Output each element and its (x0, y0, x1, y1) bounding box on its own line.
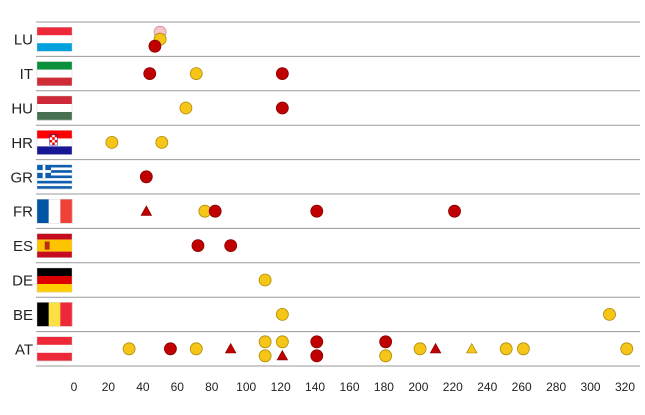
data-point (310, 204, 324, 218)
x-tick-label: 0 (71, 380, 78, 394)
data-point (258, 273, 272, 287)
luxembourg-flag-icon (36, 27, 73, 52)
data-point (310, 335, 324, 349)
x-tick-label: 60 (171, 380, 185, 394)
data-point (517, 342, 530, 356)
x-tick-label: 200 (408, 380, 428, 394)
france-flag-icon (36, 198, 73, 224)
rows-layer: LU IT HU HR GR FR ES DE BE AT (11, 21, 640, 367)
data-point (155, 135, 169, 149)
data-point (189, 342, 203, 356)
x-tick-label: 320 (615, 380, 635, 394)
x-tick-label: 300 (581, 380, 601, 394)
data-point (208, 204, 222, 218)
x-tick-label: 240 (477, 380, 497, 394)
x-tick-label: 260 (512, 380, 532, 394)
row-label-hu: HU (11, 101, 33, 118)
data-point (258, 349, 272, 363)
x-tick-label: 160 (339, 380, 359, 394)
x-tick-label: 40 (136, 380, 150, 394)
data-point (379, 335, 393, 349)
x-tick-label: 220 (443, 380, 463, 394)
data-point (499, 342, 513, 356)
belgium-flag-icon (36, 302, 73, 327)
row-label-at: AT (15, 341, 33, 358)
row-label-lu: LU (14, 32, 33, 49)
row-label-gr: GR (11, 169, 34, 186)
x-tick-label: 140 (305, 380, 325, 394)
data-point (191, 239, 205, 253)
data-point (164, 342, 177, 356)
croatia-flag-icon (36, 130, 73, 155)
x-tick-label: 280 (546, 380, 566, 394)
data-point (275, 335, 289, 349)
data-point (148, 39, 162, 53)
data-point (275, 67, 289, 80)
row-label-be: BE (13, 307, 33, 324)
data-point (275, 101, 289, 115)
x-tick-label: 80 (205, 380, 219, 394)
x-axis: 0 20 40 60 80 100 120 140 160 180 200 220 240 260 280 3… (71, 380, 636, 394)
data-point (258, 335, 272, 349)
x-tick-label: 180 (374, 380, 394, 394)
spain-flag-icon (36, 233, 73, 258)
data-point (122, 342, 136, 356)
data-point-triangle (224, 342, 237, 354)
data-point (139, 170, 153, 184)
italy-flag-icon (36, 61, 73, 86)
x-tick-label: 20 (102, 380, 116, 394)
data-point (105, 135, 119, 149)
data-point-triangle (276, 349, 289, 361)
hungary-flag-icon (36, 95, 73, 121)
row-label-es: ES (13, 238, 33, 255)
x-tick-label: 120 (271, 380, 291, 394)
data-point (224, 239, 238, 253)
row-label-fr: FR (13, 204, 33, 221)
data-point (143, 67, 157, 80)
data-point (179, 101, 193, 115)
data-point (620, 342, 634, 356)
germany-flag-icon (36, 267, 73, 293)
greece-flag-icon (36, 164, 73, 190)
data-point (189, 67, 203, 80)
data-point (448, 204, 461, 218)
data-point (603, 307, 616, 321)
data-point (275, 307, 289, 321)
row-label-hr: HR (11, 135, 33, 152)
row-label-de: DE (12, 273, 33, 290)
data-point (379, 349, 393, 363)
data-point (413, 342, 427, 356)
data-point-triangle (140, 205, 153, 216)
austria-flag-icon (36, 336, 73, 362)
row-label-it: IT (20, 66, 33, 83)
data-point (310, 349, 324, 363)
data-points (105, 25, 634, 363)
data-point-triangle (465, 342, 478, 354)
x-tick-label: 100 (236, 380, 256, 394)
data-point-triangle (429, 342, 442, 354)
